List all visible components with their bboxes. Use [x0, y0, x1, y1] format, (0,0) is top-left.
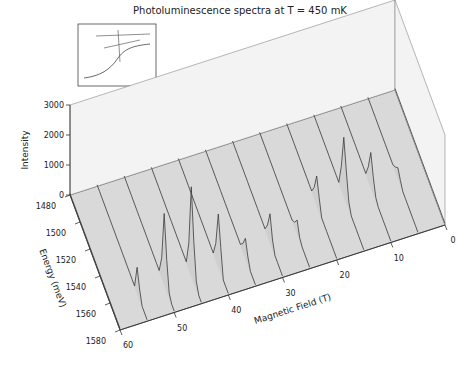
- z-tick-label: 3000: [44, 101, 64, 110]
- surface: [70, 89, 445, 331]
- y-tick-label: 50: [177, 324, 187, 333]
- y-axis-title: Magnetic Field (T): [253, 292, 332, 326]
- spectrum: [70, 194, 120, 329]
- x-tick: [115, 330, 120, 332]
- y-tick: [228, 295, 230, 300]
- spectrum-fill: [233, 141, 283, 278]
- y-tick: [174, 313, 176, 318]
- z-tick: [66, 165, 70, 166]
- spectrum: [124, 176, 174, 311]
- spectrum: [178, 159, 228, 294]
- y-tick: [391, 243, 393, 248]
- x-tick-label: 1540: [66, 283, 86, 292]
- x-tick-label: 1500: [46, 229, 66, 238]
- spectrum: [205, 150, 255, 285]
- x-tick-label: 1480: [36, 202, 56, 211]
- spectrum: [287, 124, 337, 259]
- y-tick-label: 30: [285, 289, 295, 298]
- spectrum: [368, 97, 418, 232]
- inset-lines: [96, 30, 150, 62]
- x-tick: [105, 303, 110, 305]
- x-tick: [85, 249, 90, 251]
- inset: [78, 24, 156, 86]
- field-axis: [120, 225, 445, 330]
- z-tick: [66, 105, 70, 106]
- spectrum: [395, 89, 445, 224]
- spectrum-fill: [260, 132, 310, 268]
- spectrum-fill: [178, 159, 228, 296]
- x-tick-label: 1560: [76, 310, 96, 319]
- spectrum-fill: [97, 185, 147, 321]
- title: Photoluminescence spectra at T = 450 mK: [133, 5, 347, 16]
- z-tick-label: 1000: [44, 161, 64, 170]
- y-tick: [120, 330, 122, 335]
- y-tick: [337, 260, 339, 265]
- spectrum: [260, 132, 310, 267]
- spectrum-fill: [314, 115, 364, 252]
- spectrum-fill: [70, 194, 120, 331]
- z-tick-label: 2000: [44, 131, 64, 140]
- z-axis-title: Intensity: [20, 130, 30, 170]
- spectrum-fill: [205, 150, 255, 286]
- y-tick: [445, 225, 447, 230]
- spectrum-fill: [368, 97, 418, 234]
- spectrum-fill: [341, 106, 391, 243]
- x-tick: [75, 222, 80, 224]
- inset-curve: [84, 44, 150, 78]
- spectrum-fill: [395, 89, 445, 226]
- x-tick-label: 1580: [86, 337, 106, 346]
- x-tick: [65, 195, 70, 197]
- y-tick-label: 60: [123, 341, 133, 350]
- y-tick-label: 40: [231, 306, 241, 315]
- y-tick: [283, 278, 285, 283]
- spectrum-fill: [124, 176, 174, 313]
- x-axis-title: Energy (meV): [37, 247, 68, 308]
- y-tick-label: 0: [450, 236, 455, 245]
- spectrum: [151, 167, 201, 302]
- axes-frame: [70, 0, 445, 330]
- spectrum: [341, 106, 391, 241]
- z-tick-label: 0: [59, 191, 64, 200]
- spectrum: [233, 141, 283, 276]
- spectrum-fill: [287, 124, 337, 261]
- energy-axis: [70, 195, 120, 330]
- inset-frame: [78, 24, 156, 86]
- intensity-axis: [70, 105, 71, 195]
- x-tick: [95, 276, 100, 278]
- chart: Photoluminescence spectra at T = 450 mK 0…: [0, 0, 475, 369]
- spectrum: [314, 115, 364, 250]
- y-tick-label: 10: [394, 254, 404, 263]
- y-tick-label: 20: [340, 271, 350, 280]
- spectrum: [97, 185, 147, 320]
- x-tick-label: 1520: [56, 256, 76, 265]
- spectrum-fill: [151, 167, 201, 303]
- z-tick: [66, 135, 70, 136]
